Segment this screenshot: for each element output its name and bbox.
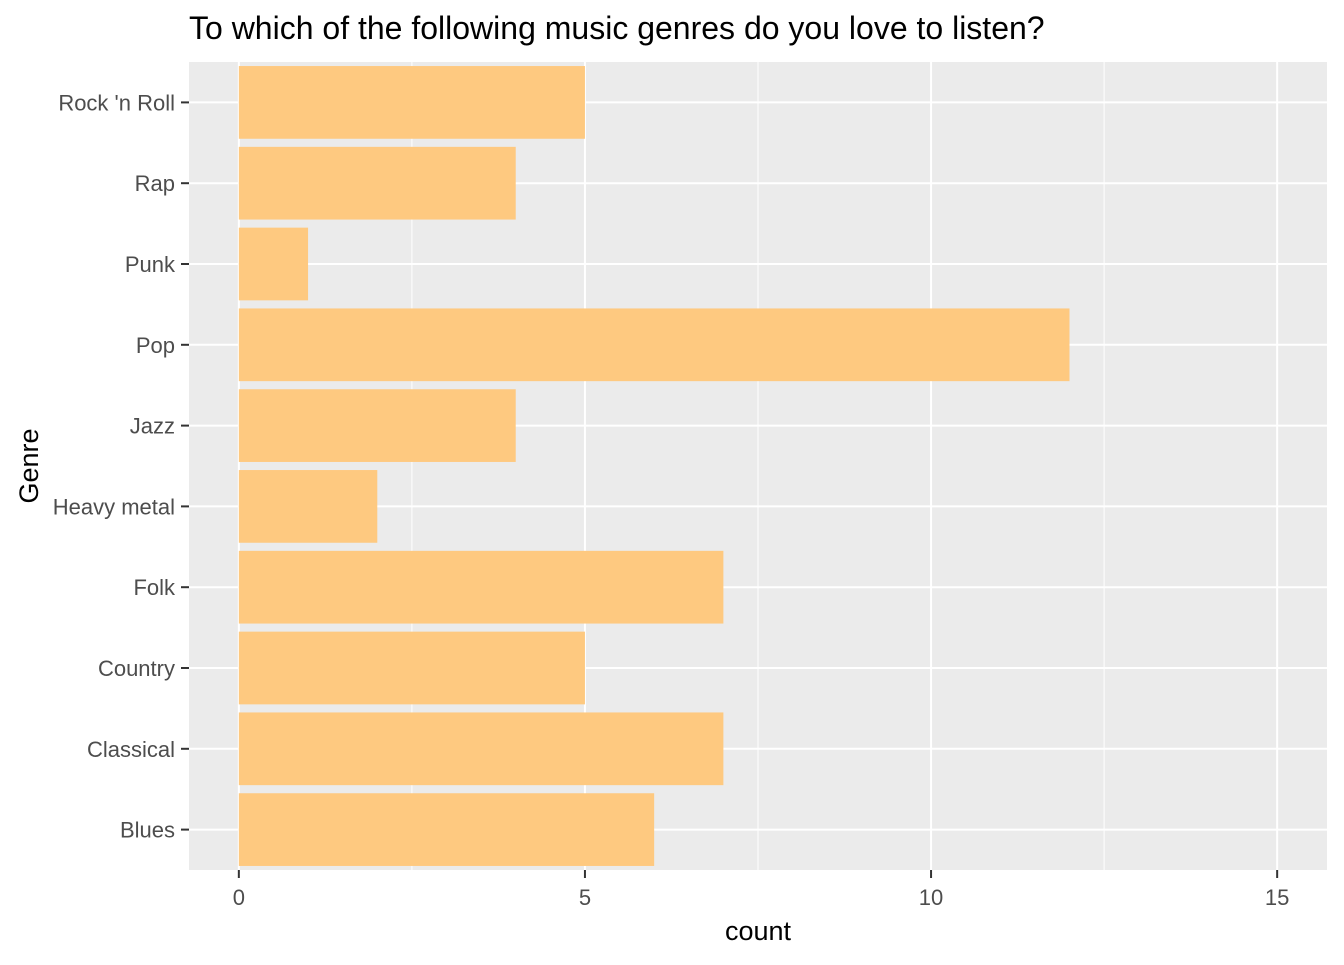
y-tick-label: Rap xyxy=(135,171,175,196)
x-tick-label: 5 xyxy=(579,885,591,910)
bar-punk xyxy=(238,227,309,301)
y-tick-label: Country xyxy=(98,656,175,681)
bar-classical xyxy=(238,712,724,786)
y-tick-label: Heavy metal xyxy=(53,494,175,519)
bar-country xyxy=(238,631,585,705)
bars xyxy=(238,66,1070,866)
bar-jazz xyxy=(238,389,516,462)
axes: Rock 'n Roll Rap Punk Pop Jazz Heavy metal Fol… xyxy=(53,90,1290,910)
y-axis-title: Genre xyxy=(14,428,44,503)
y-tick-label: Jazz xyxy=(130,414,175,439)
bar-blues xyxy=(238,793,655,866)
bar-rap xyxy=(238,146,516,220)
bar-rock-n-roll xyxy=(238,66,585,139)
bar-pop xyxy=(238,308,1070,382)
y-tick-label: Blues xyxy=(120,818,175,843)
chart-title: To which of the following music genres d… xyxy=(189,10,1045,46)
x-axis-title: count xyxy=(725,916,792,946)
bar-heavy-metal xyxy=(238,470,378,543)
x-tick-label: 0 xyxy=(233,885,245,910)
bar-folk xyxy=(238,550,724,624)
y-tick-label: Rock 'n Roll xyxy=(58,90,175,115)
y-tick-label: Pop xyxy=(136,333,175,358)
y-tick-label: Punk xyxy=(125,252,176,277)
x-tick-label: 10 xyxy=(919,885,943,910)
x-tick-label: 15 xyxy=(1265,885,1289,910)
y-tick-label: Classical xyxy=(87,737,175,762)
y-tick-label: Folk xyxy=(133,575,176,600)
